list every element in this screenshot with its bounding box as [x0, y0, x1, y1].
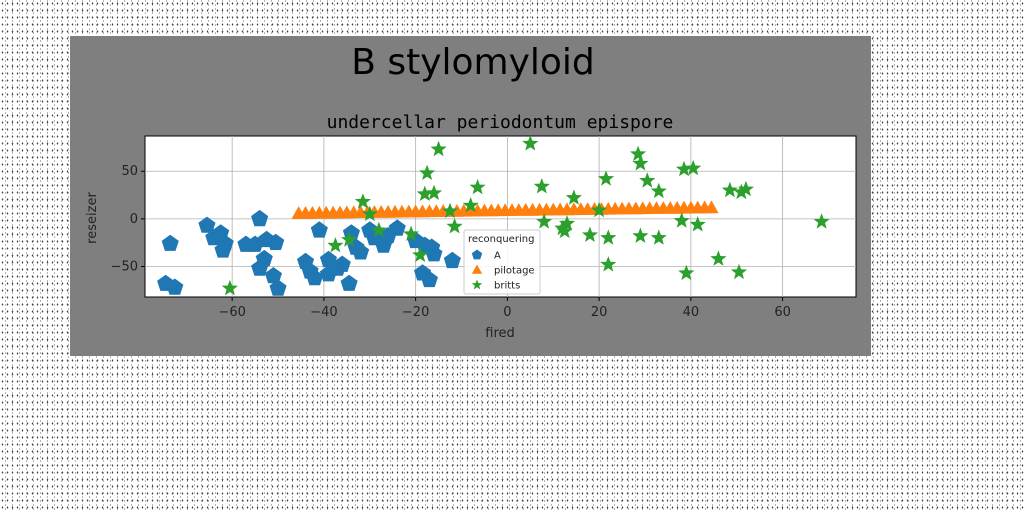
star-point: [446, 218, 463, 234]
star-point: [419, 164, 436, 180]
legend-label-britts: britts: [494, 281, 520, 292]
chart-suptitle: B stylomyloid: [351, 42, 595, 83]
pentagon-point: [420, 270, 438, 288]
star-point: [430, 140, 447, 157]
pentagon-point: [319, 265, 337, 282]
x-axis-label: fired: [485, 326, 515, 341]
legend-marker-A: [471, 249, 483, 260]
axis-ticks: −60 −40 −20 0 20 40 60 −50 0 50: [111, 164, 791, 320]
x-tick-label: −20: [402, 305, 429, 320]
legend-box: [463, 229, 541, 295]
star-point: [685, 159, 702, 176]
x-tick-label: 20: [591, 305, 608, 320]
series-A: [157, 209, 461, 296]
star-point: [533, 178, 550, 194]
star-point: [813, 213, 830, 229]
pentagon-point: [310, 221, 328, 238]
star-point: [361, 205, 378, 221]
star-point: [730, 263, 748, 280]
legend-label-pilotage: pilotage: [494, 266, 535, 277]
pentagon-point: [423, 238, 441, 255]
star-point: [632, 155, 649, 171]
legend-title: reconquering: [468, 234, 534, 245]
x-tick-label: 0: [503, 305, 511, 320]
pentagon-point: [251, 209, 269, 227]
star-point: [600, 256, 617, 272]
pentagon-point: [443, 251, 461, 269]
pentagon-point: [388, 219, 406, 236]
star-point: [689, 216, 706, 232]
pentagon-point: [237, 235, 255, 252]
y-tick-label: 50: [121, 164, 138, 179]
pentagon-point: [161, 234, 179, 251]
star-point: [581, 226, 598, 242]
series-britts: [221, 135, 830, 296]
star-point: [558, 215, 576, 231]
legend-label-A: A: [494, 251, 501, 262]
star-point: [469, 178, 486, 195]
star-point: [737, 180, 754, 197]
star-point: [710, 250, 727, 266]
pentagon-point: [340, 274, 358, 291]
series-pilotage: [291, 200, 719, 219]
star-point: [591, 201, 608, 218]
pentagon-point: [352, 243, 370, 260]
pentagon-point: [269, 279, 287, 296]
chart-title: undercellar periodontum epispore: [327, 112, 674, 133]
y-tick-label: 0: [130, 212, 138, 227]
star-point: [673, 212, 690, 228]
pentagon-point: [214, 241, 232, 258]
star-point: [462, 197, 479, 213]
star-point: [442, 202, 459, 219]
x-tick-label: 60: [774, 305, 791, 320]
data-marks: [157, 135, 830, 296]
pentagon-point: [267, 233, 285, 250]
star-point: [416, 185, 433, 201]
star-point: [639, 172, 656, 188]
legend-marker-britts: [471, 279, 483, 290]
star-point: [650, 182, 667, 199]
figure: B stylomyloid undercellar periodontum ep…: [70, 36, 871, 356]
pentagon-point: [333, 255, 351, 272]
y-axis-label: reseizer: [85, 192, 100, 244]
star-point: [597, 170, 615, 186]
triangle-point: [704, 200, 719, 214]
star-point: [565, 189, 582, 205]
star-point: [556, 222, 573, 239]
star-point: [721, 181, 738, 198]
star-point: [341, 231, 358, 247]
pentagon-point: [166, 278, 184, 295]
star-point: [221, 279, 238, 296]
star-point: [554, 219, 571, 236]
star-point: [675, 160, 693, 177]
star-point: [354, 193, 371, 209]
scatter-chart: B stylomyloid undercellar periodontum ep…: [85, 42, 857, 341]
star-point: [600, 229, 617, 245]
star-point: [425, 184, 443, 200]
pentagon-point: [205, 228, 223, 246]
star-point: [733, 183, 750, 200]
star-point: [522, 135, 539, 151]
x-tick-label: 40: [683, 305, 700, 320]
pentagon-point: [306, 268, 324, 286]
pentagon-point: [264, 267, 282, 284]
star-point: [536, 213, 553, 229]
star-point: [650, 229, 667, 245]
star-point: [370, 221, 387, 238]
x-tick-label: −60: [218, 305, 245, 320]
star-point: [632, 227, 649, 243]
star-point: [412, 246, 429, 262]
x-tick-label: −40: [310, 305, 337, 320]
pentagon-point: [198, 216, 216, 233]
star-point: [678, 264, 695, 281]
pentagon-point: [251, 259, 269, 276]
star-point: [630, 145, 647, 161]
legend-marker-pilotage: [471, 264, 483, 274]
star-point: [403, 225, 420, 241]
pentagon-point: [342, 224, 360, 241]
star-point: [327, 237, 344, 253]
y-tick-label: −50: [111, 260, 138, 275]
